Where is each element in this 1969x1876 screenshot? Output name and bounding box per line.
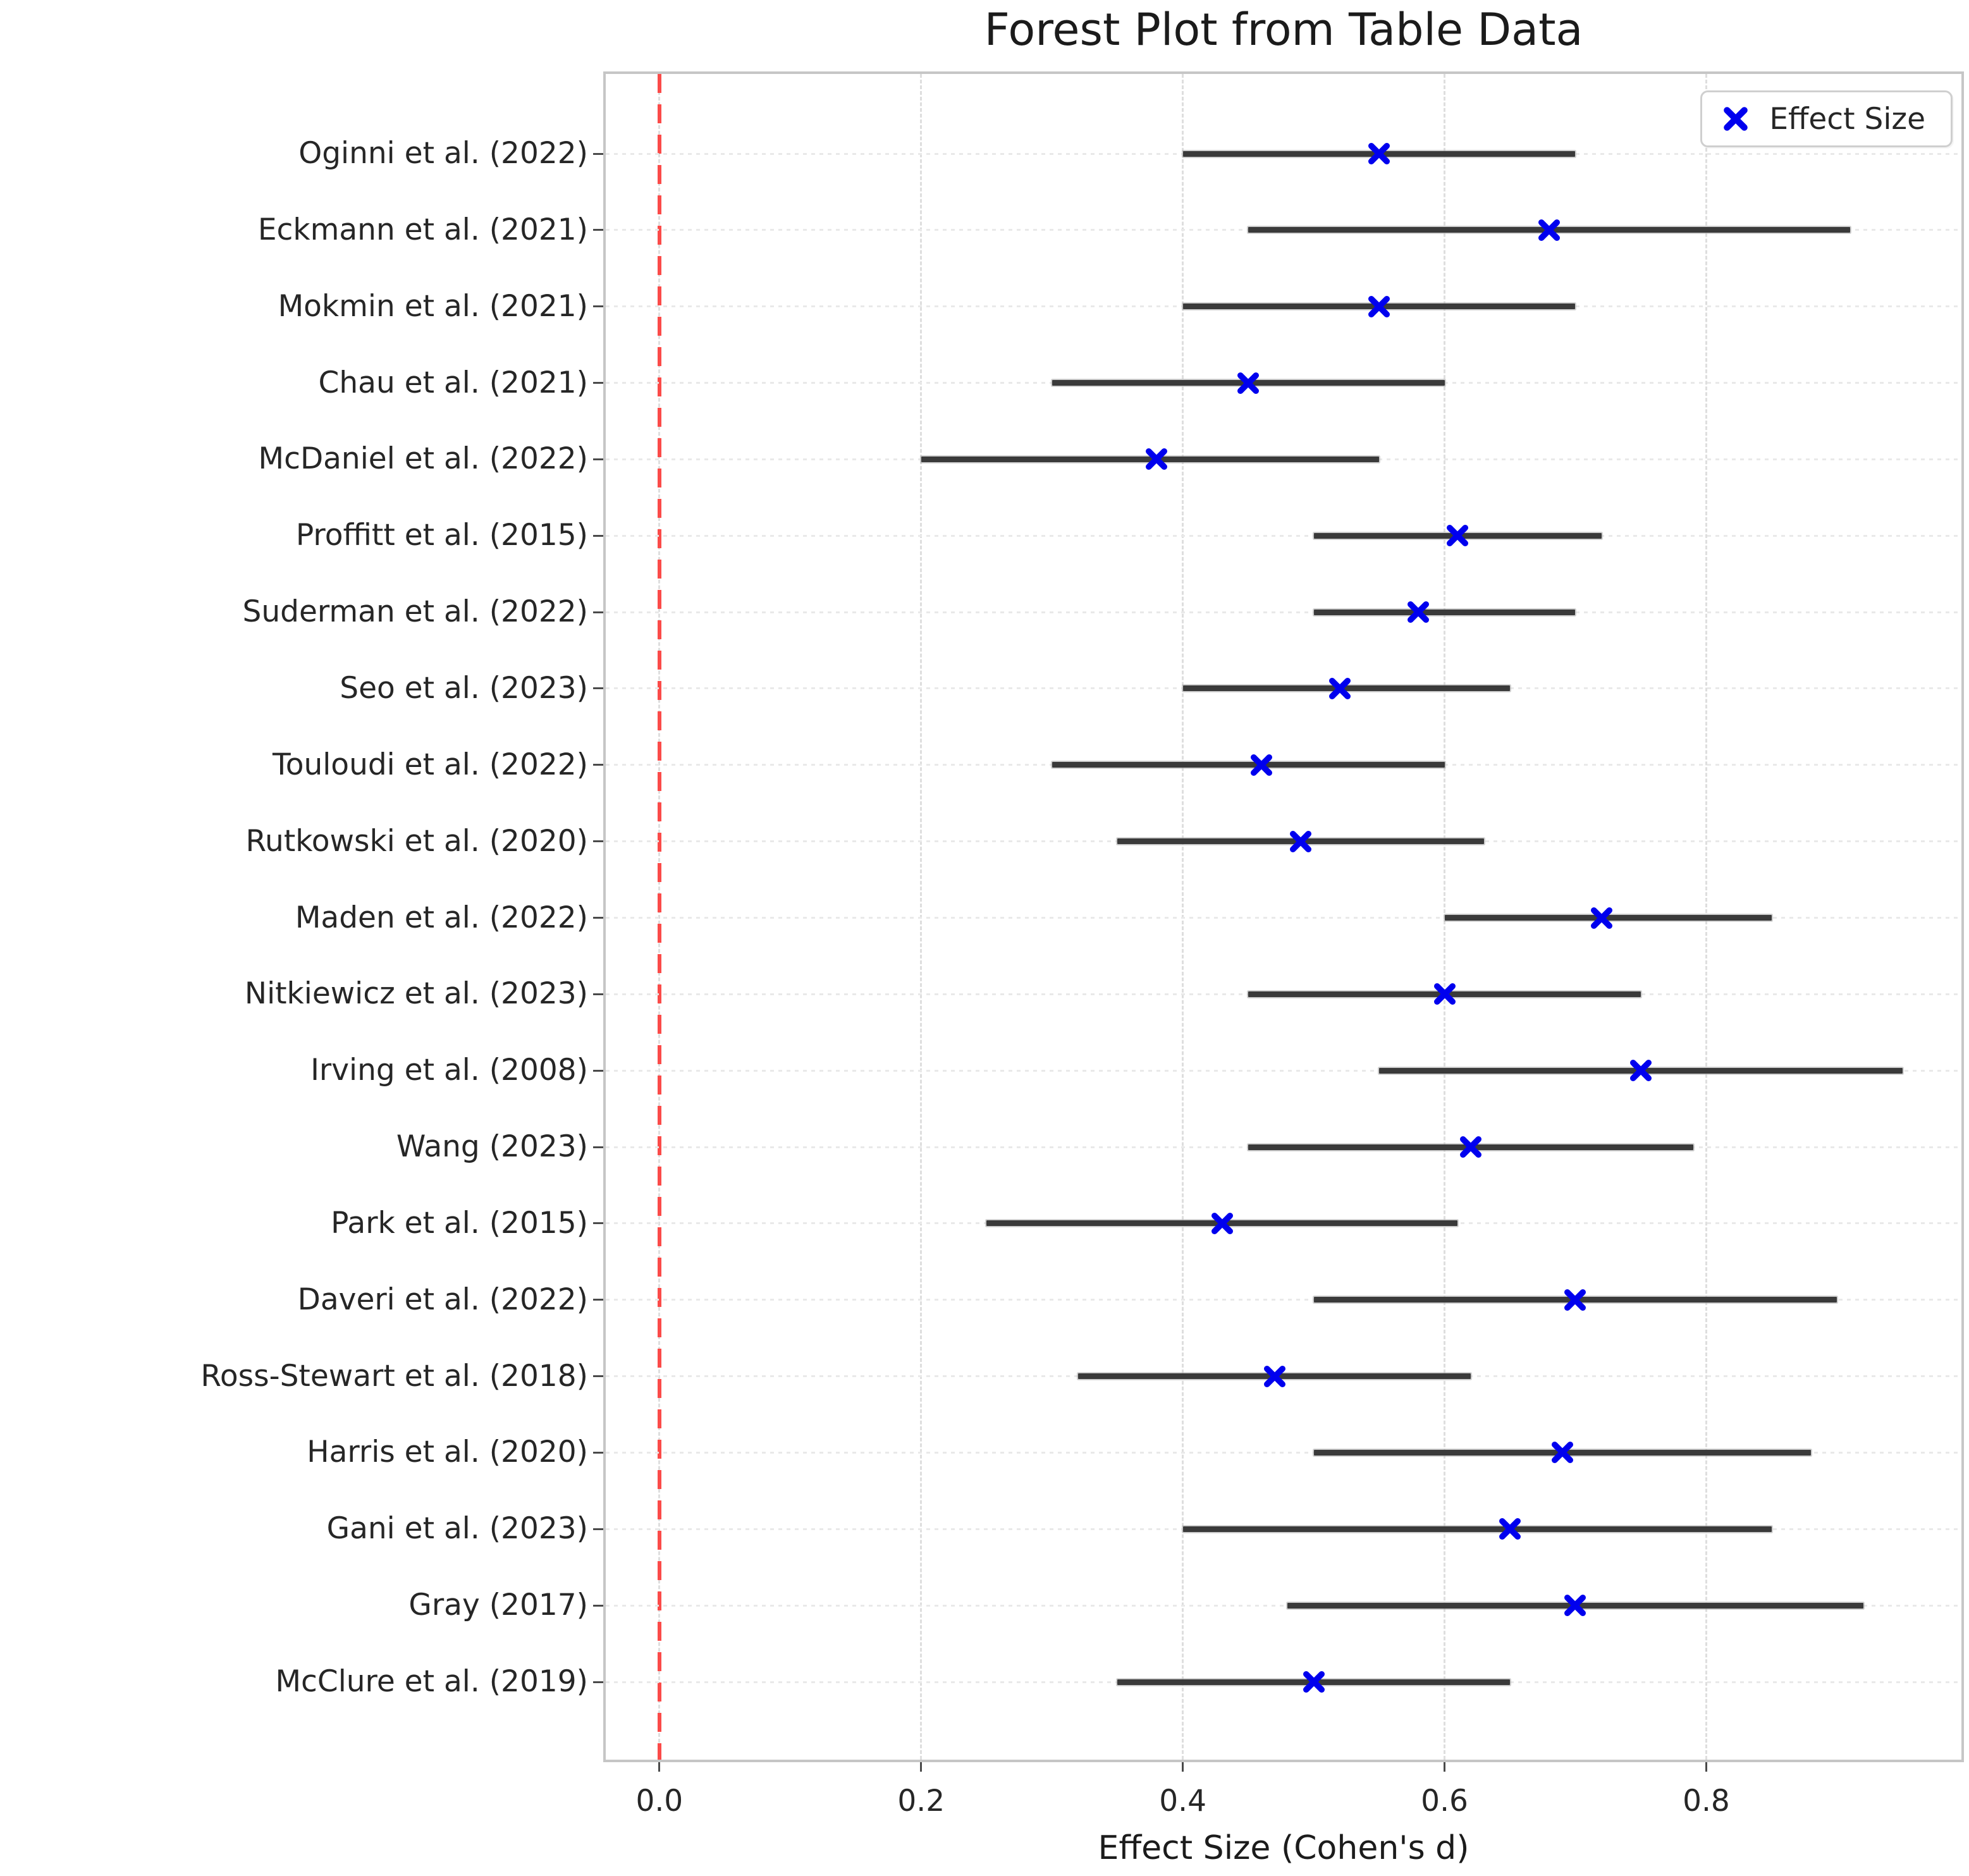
x-tick-label: 0.4 bbox=[1159, 1784, 1207, 1818]
effect-size-marker bbox=[1328, 677, 1351, 699]
study-label: Nitkiewicz et al. (2023) bbox=[244, 976, 588, 1012]
study-label: Park et al. (2015) bbox=[331, 1205, 588, 1241]
row-gridline bbox=[606, 917, 1961, 919]
study-label: Oginni et al. (2022) bbox=[298, 136, 588, 171]
x-tick-mark bbox=[920, 1762, 923, 1772]
study-label: Eckmann et al. (2021) bbox=[257, 212, 588, 247]
study-label: Maden et al. (2022) bbox=[295, 900, 588, 935]
x-tick-mark bbox=[658, 1762, 661, 1772]
study-label: Daveri et al. (2022) bbox=[297, 1282, 588, 1317]
legend-x-marker-icon bbox=[1724, 107, 1748, 131]
effect-size-marker bbox=[1459, 1136, 1481, 1158]
study-label: Suderman et al. (2022) bbox=[242, 594, 589, 630]
y-tick-mark bbox=[593, 534, 603, 537]
plot-spine-top bbox=[606, 71, 1961, 74]
confidence-interval-bar bbox=[1444, 915, 1772, 921]
effect-size-marker bbox=[1629, 1060, 1652, 1082]
study-label: Touloudi et al. (2022) bbox=[272, 747, 588, 782]
chart-title: Forest Plot from Table Data bbox=[984, 4, 1583, 56]
study-label: Irving et al. (2008) bbox=[310, 1053, 588, 1088]
x-tick-label: 0.6 bbox=[1421, 1784, 1468, 1818]
y-tick-mark bbox=[593, 1451, 603, 1454]
effect-size-marker bbox=[1447, 525, 1469, 547]
effect-size-marker bbox=[1564, 1289, 1586, 1311]
x-tick-mark bbox=[1444, 1762, 1446, 1772]
x-tick-label: 0.0 bbox=[635, 1784, 684, 1818]
y-tick-mark bbox=[593, 1069, 603, 1072]
study-label: McDaniel et al. (2022) bbox=[258, 441, 588, 477]
y-tick-mark bbox=[593, 458, 603, 460]
study-label: Harris et al. (2020) bbox=[307, 1435, 588, 1470]
y-tick-mark bbox=[593, 687, 603, 690]
effect-size-marker bbox=[1564, 1595, 1586, 1617]
effect-size-marker bbox=[1408, 601, 1430, 623]
plot-spine-right bbox=[1961, 71, 1964, 1762]
y-tick-mark bbox=[593, 1222, 603, 1225]
y-tick-mark bbox=[593, 305, 603, 308]
study-label: McClure et al. (2019) bbox=[275, 1664, 588, 1699]
plot-area: Effect Size bbox=[603, 71, 1964, 1762]
effect-size-marker bbox=[1289, 830, 1311, 852]
study-label: Mokmin et al. (2021) bbox=[278, 288, 588, 324]
y-tick-mark bbox=[593, 152, 603, 155]
row-gridline bbox=[606, 1299, 1961, 1301]
effect-size-marker bbox=[1146, 448, 1168, 470]
y-tick-mark bbox=[593, 840, 603, 843]
study-label: Rutkowski et al. (2020) bbox=[245, 823, 588, 859]
study-label: Ross-Stewart et al. (2018) bbox=[200, 1358, 588, 1394]
effect-size-marker bbox=[1237, 372, 1260, 394]
row-gridline bbox=[606, 611, 1961, 613]
x-tick-label: 0.2 bbox=[897, 1784, 945, 1818]
confidence-interval-bar bbox=[1313, 609, 1576, 615]
y-tick-mark bbox=[593, 1375, 603, 1378]
effect-size-marker bbox=[1551, 1442, 1573, 1464]
effect-size-marker bbox=[1263, 1365, 1285, 1387]
effect-size-marker bbox=[1368, 295, 1390, 317]
effect-size-marker bbox=[1250, 754, 1272, 776]
y-tick-mark bbox=[593, 1681, 603, 1683]
row-gridline bbox=[606, 1451, 1961, 1454]
y-tick-mark bbox=[593, 1299, 603, 1301]
y-tick-mark bbox=[593, 1528, 603, 1530]
effect-size-marker bbox=[1368, 143, 1390, 164]
plot-spine-left bbox=[603, 71, 606, 1762]
study-label: Proffitt et al. (2015) bbox=[295, 518, 588, 553]
y-tick-mark bbox=[593, 382, 603, 384]
row-gridline bbox=[606, 534, 1961, 537]
study-label: Wang (2023) bbox=[396, 1129, 588, 1165]
y-tick-mark bbox=[593, 1146, 603, 1148]
study-label: Seo et al. (2023) bbox=[340, 670, 588, 706]
y-tick-mark bbox=[593, 611, 603, 613]
x-tick-mark bbox=[1705, 1762, 1707, 1772]
y-tick-mark bbox=[593, 229, 603, 231]
x-tick-label: 0.8 bbox=[1683, 1784, 1730, 1818]
effect-size-marker bbox=[1303, 1671, 1325, 1693]
confidence-interval-bar bbox=[1052, 762, 1445, 768]
effect-size-marker bbox=[1590, 907, 1612, 929]
row-gridline bbox=[606, 1604, 1961, 1607]
y-tick-mark bbox=[593, 917, 603, 919]
y-tick-mark bbox=[593, 1604, 603, 1607]
row-gridline bbox=[606, 1069, 1961, 1072]
confidence-interval-bar bbox=[1182, 1526, 1772, 1532]
effect-size-marker bbox=[1538, 219, 1561, 241]
x-tick-mark bbox=[1182, 1762, 1184, 1772]
study-label: Gray (2017) bbox=[408, 1588, 588, 1623]
effect-size-marker bbox=[1499, 1518, 1521, 1540]
confidence-interval-bar bbox=[1182, 685, 1510, 692]
effect-size-marker bbox=[1211, 1212, 1233, 1234]
y-tick-mark bbox=[593, 993, 603, 995]
study-label: Chau et al. (2021) bbox=[318, 365, 588, 400]
x-axis-label: Effect Size (Cohen's d) bbox=[1098, 1829, 1469, 1867]
study-label: Gani et al. (2023) bbox=[326, 1511, 588, 1547]
confidence-interval-bar bbox=[921, 456, 1380, 462]
effect-size-marker bbox=[1433, 983, 1456, 1005]
legend-label: Effect Size bbox=[1769, 101, 1925, 137]
legend: Effect Size bbox=[1700, 90, 1953, 147]
plot-spine-bottom bbox=[606, 1760, 1961, 1762]
y-tick-mark bbox=[593, 764, 603, 766]
